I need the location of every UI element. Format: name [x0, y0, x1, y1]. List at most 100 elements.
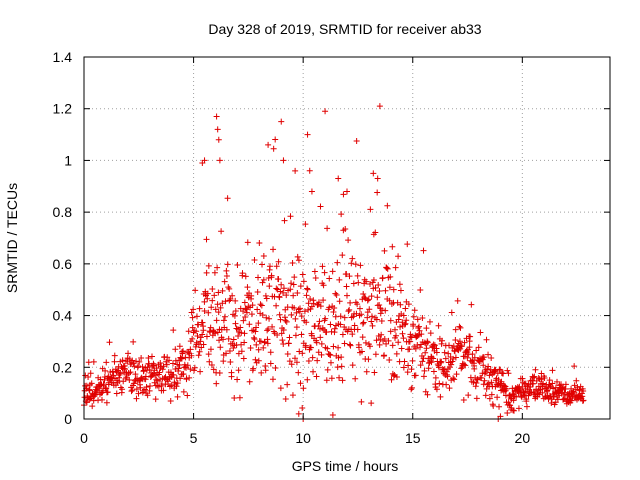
data-point [372, 284, 379, 291]
data-point [133, 395, 140, 402]
data-point [299, 404, 306, 411]
data-point [345, 308, 352, 315]
data-point [277, 385, 284, 392]
data-point [452, 354, 459, 361]
data-point [238, 329, 245, 336]
data-point [348, 260, 355, 267]
data-point [130, 380, 137, 387]
data-point [485, 363, 492, 370]
data-point [113, 390, 120, 397]
data-point [248, 292, 255, 299]
data-point [401, 321, 408, 328]
data-point [334, 259, 341, 266]
data-point [280, 289, 287, 296]
data-point [360, 291, 367, 298]
data-point [265, 325, 272, 332]
data-point [253, 324, 260, 331]
data-point [266, 263, 273, 270]
data-point [86, 386, 93, 393]
data-point [408, 384, 415, 391]
data-point [163, 358, 170, 365]
data-point [189, 314, 196, 321]
data-point [390, 373, 397, 380]
plot-frame [83, 56, 611, 420]
data-point [326, 351, 333, 358]
data-point [292, 315, 299, 322]
data-point [323, 329, 330, 336]
data-point [209, 286, 216, 293]
data-point [330, 343, 337, 350]
data-point [201, 308, 208, 315]
data-point [294, 253, 301, 260]
data-point [129, 357, 136, 364]
data-point [241, 330, 248, 337]
data-point [376, 103, 383, 110]
data-point [249, 302, 256, 309]
data-point [364, 297, 371, 304]
data-point [426, 318, 433, 325]
data-point [204, 290, 211, 297]
data-point [436, 380, 443, 387]
data-point [438, 358, 445, 365]
data-point [498, 378, 505, 385]
axis-ticks [83, 56, 610, 420]
data-point [255, 320, 262, 327]
data-point [393, 374, 400, 381]
data-point [88, 380, 95, 387]
data-point [457, 324, 464, 331]
data-point [232, 297, 239, 304]
data-point [427, 330, 434, 337]
data-point [550, 385, 557, 392]
x-tick-label: 15 [405, 430, 421, 446]
data-point [503, 385, 510, 392]
data-point [302, 221, 309, 228]
data-point [387, 328, 394, 335]
data-point [388, 376, 395, 383]
data-point [410, 323, 417, 330]
data-point [296, 348, 303, 355]
data-point [299, 271, 306, 278]
data-point [170, 327, 177, 334]
data-point [446, 385, 453, 392]
data-point [453, 371, 460, 378]
data-point [356, 305, 363, 312]
data-point [515, 405, 522, 412]
x-tick-label: 5 [190, 430, 198, 446]
data-point [397, 323, 404, 330]
data-point [289, 260, 296, 267]
data-point [143, 384, 150, 391]
data-point [228, 373, 235, 380]
data-point [195, 352, 202, 359]
data-point [536, 391, 543, 398]
data-point [133, 386, 140, 393]
data-point [111, 358, 118, 365]
data-point [333, 292, 340, 299]
data-point [187, 346, 194, 353]
data-point [295, 257, 302, 264]
data-point [293, 359, 300, 366]
data-point [450, 355, 457, 362]
data-point [416, 344, 423, 351]
data-point [87, 395, 94, 402]
data-point [260, 276, 267, 283]
data-point [445, 350, 452, 357]
data-point [404, 369, 411, 376]
data-point [336, 298, 343, 305]
data-point [494, 394, 501, 401]
data-point [219, 287, 226, 294]
data-point [384, 265, 391, 272]
data-point [452, 337, 459, 344]
data-point [133, 358, 140, 365]
data-point [192, 343, 199, 350]
data-point [530, 374, 537, 381]
data-point [269, 376, 276, 383]
data-point [470, 379, 477, 386]
data-point [535, 374, 542, 381]
data-point [189, 335, 196, 342]
data-point [234, 262, 241, 269]
data-point [456, 323, 463, 330]
x-tick-label: 20 [515, 430, 531, 446]
data-point [174, 380, 181, 387]
data-point [383, 264, 390, 271]
data-point [496, 403, 503, 410]
